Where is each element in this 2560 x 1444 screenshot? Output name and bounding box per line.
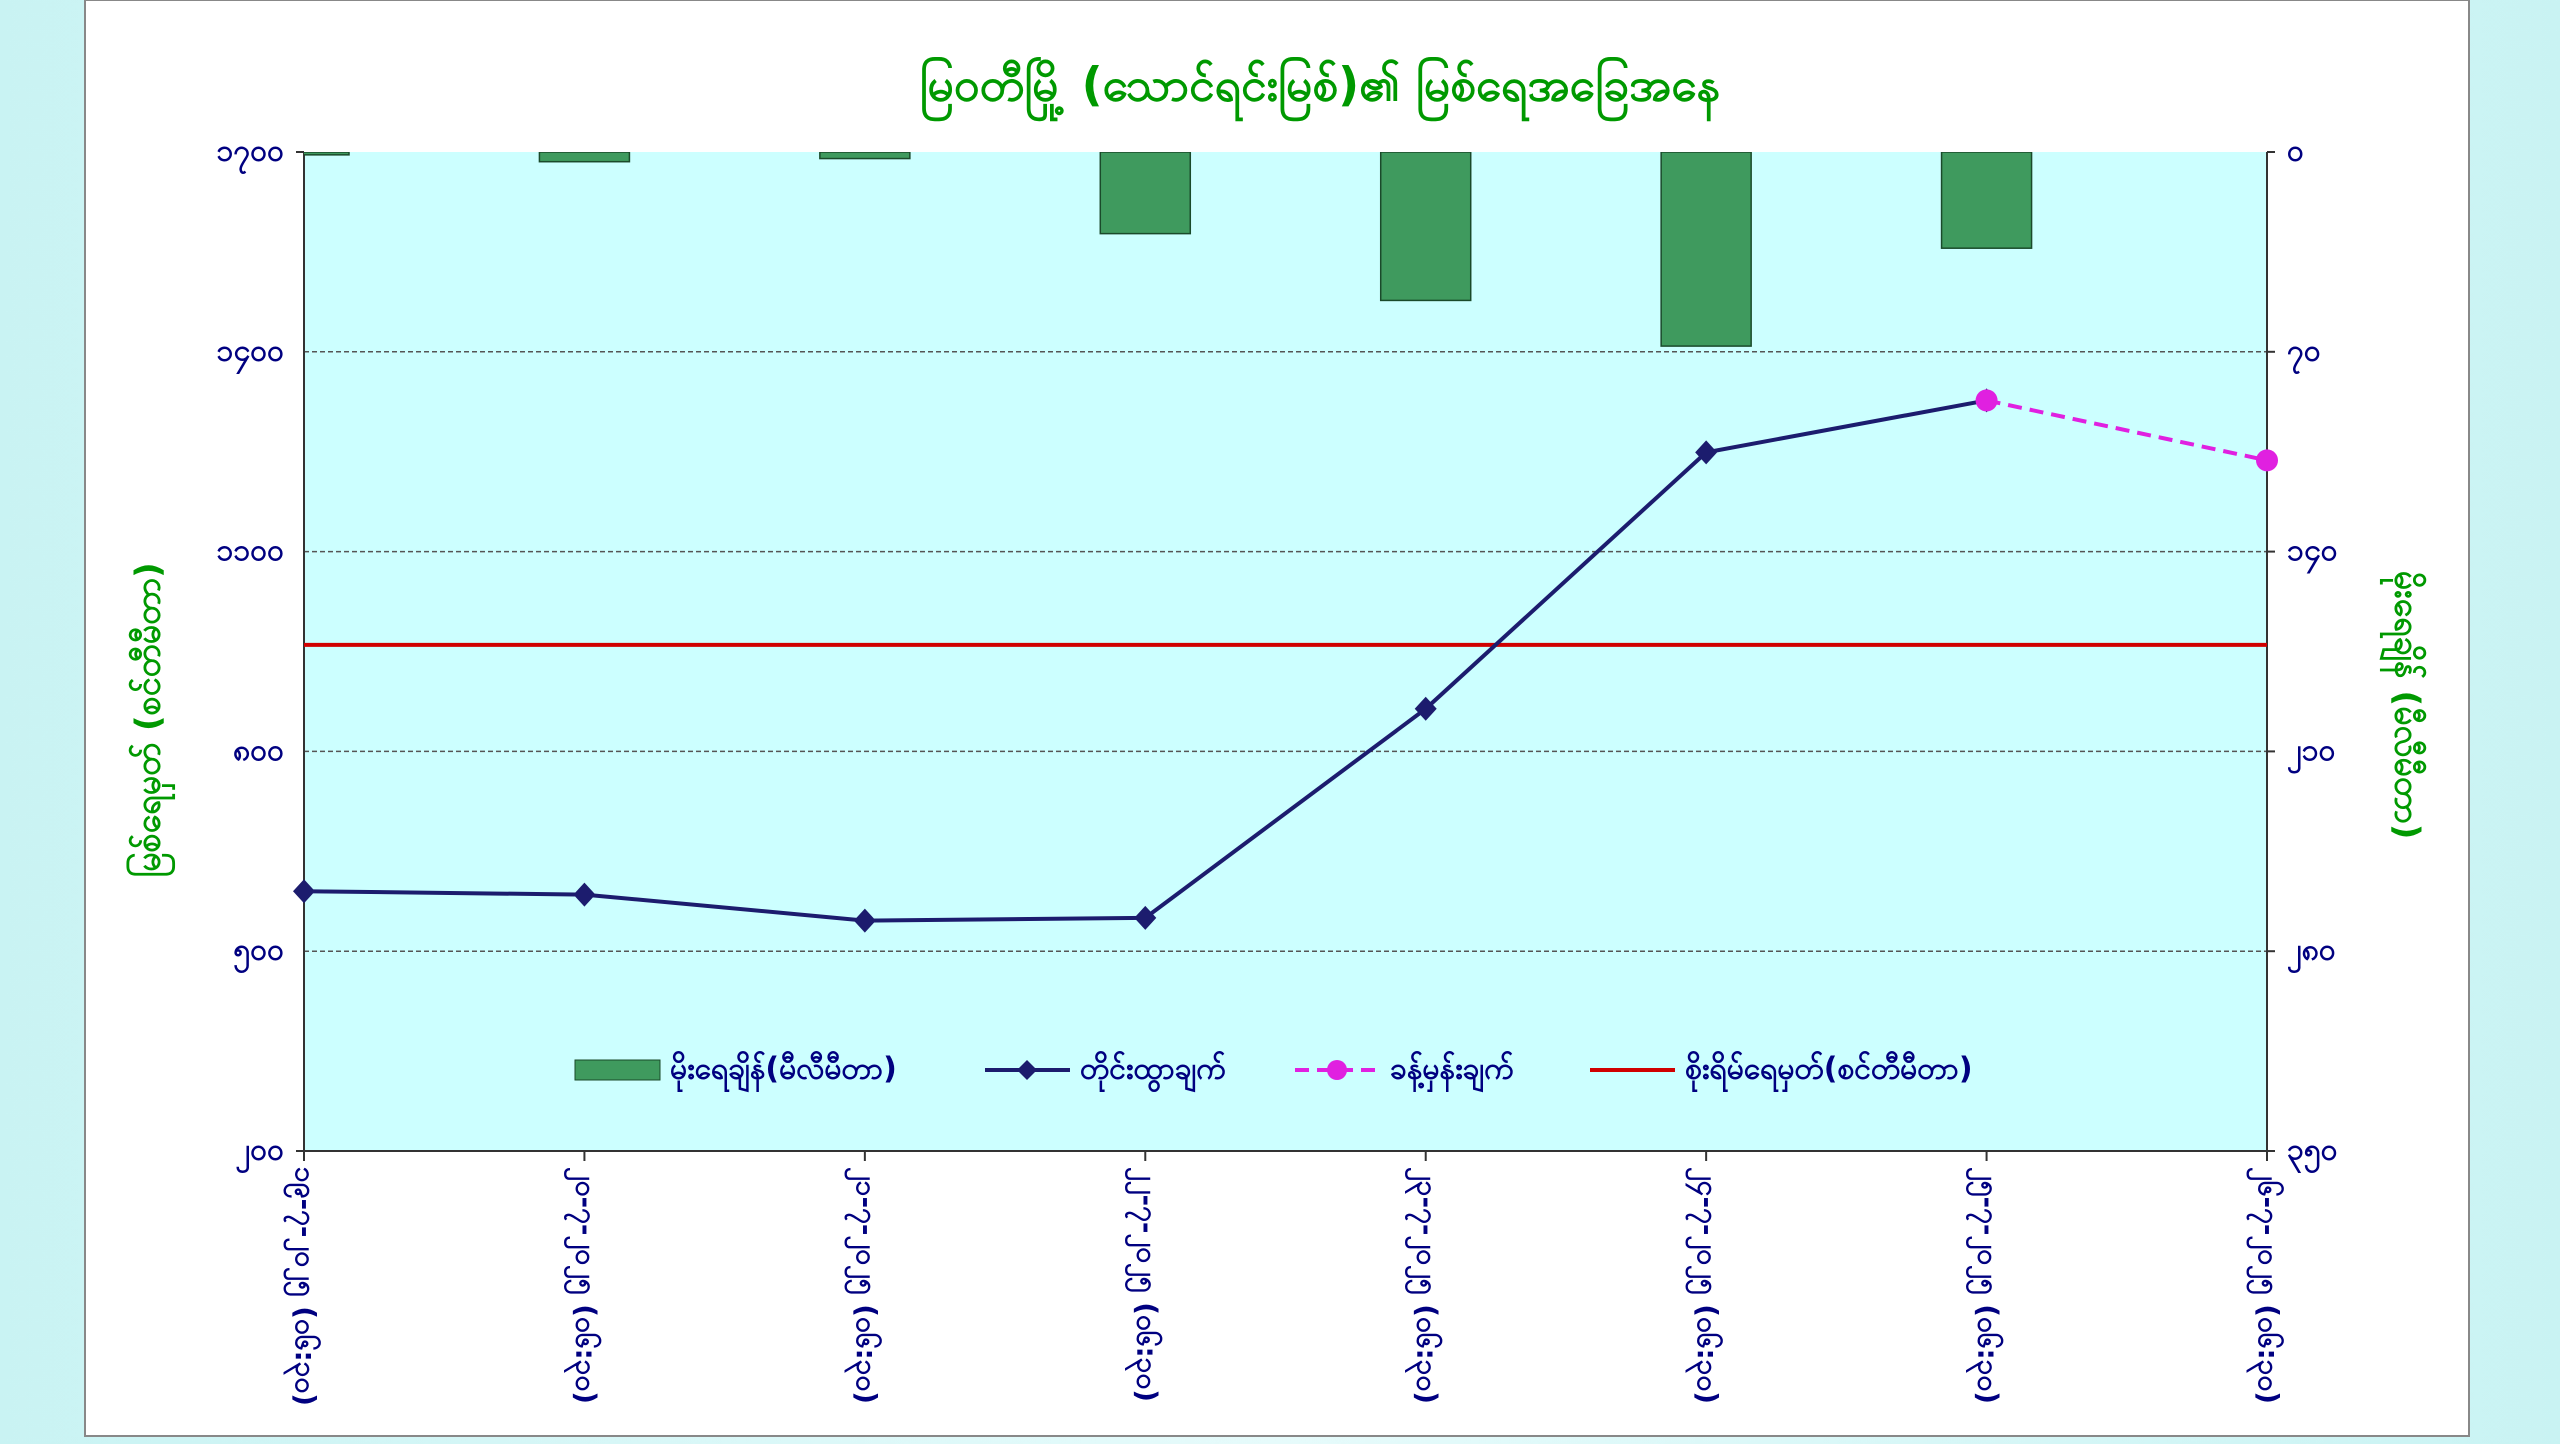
- y2-tick-label: ၀: [2287, 134, 2304, 169]
- bar: [1379, 152, 1472, 302]
- y-tick-label: ၅၀၀: [233, 933, 284, 975]
- marker: [1695, 440, 1718, 465]
- bar: [1099, 152, 1192, 235]
- legend-label: စိုးရိမ်ရေမှတ်(စင်တီမီတာ): [1685, 1051, 1973, 1094]
- y-axis-title: မြစ်ရေမှတ် (စင်တီမီတာ): [128, 562, 176, 877]
- marker: [853, 908, 876, 933]
- y2-tick-label: ၁၄၀: [2287, 533, 2338, 575]
- y2-axis-title: မိုးရေချိန် (မီလီမီတာ): [2380, 571, 2427, 840]
- y2-tick-label: ၂၈၀: [2287, 933, 2336, 975]
- marker: [2256, 449, 2278, 472]
- bar: [304, 152, 350, 156]
- plot-area: [304, 152, 2267, 1151]
- bar: [538, 152, 631, 163]
- y2-tick-label: ၂၁၀: [2287, 733, 2336, 775]
- marker: [1414, 696, 1437, 721]
- line: [1986, 398, 2268, 463]
- bar: [819, 152, 911, 160]
- y-tick-label: ၁၁၀၀: [217, 533, 285, 568]
- marker: [1975, 389, 1998, 412]
- chart-title: မြဝတီမြို့ (သောင်ရင်းမြစ်)၏ မြစ်ရေအခြေအန…: [920, 56, 1720, 123]
- bar: [1940, 152, 2033, 249]
- legend-marker: [1327, 1060, 1347, 1080]
- legend-label: တိုင်းထွာချက်: [1080, 1051, 1226, 1094]
- marker: [293, 879, 315, 904]
- marker: [573, 882, 596, 907]
- y-tick-label: ၈၀၀: [233, 733, 284, 768]
- legend-label: ခန့်မှန်းချက်: [1390, 1051, 1514, 1094]
- marker: [1134, 905, 1157, 930]
- plot-marks: [304, 152, 2033, 347]
- legend-marker: [1017, 1060, 1037, 1080]
- y-tick-label: ၁၄၀၀: [217, 333, 285, 375]
- legend-label: မိုးရေချိန်(မီလီမီတာ): [670, 1051, 897, 1094]
- legend-swatch: [574, 1059, 661, 1081]
- bar: [1660, 152, 1752, 347]
- y2-tick-label: ၇၀: [2287, 333, 2321, 375]
